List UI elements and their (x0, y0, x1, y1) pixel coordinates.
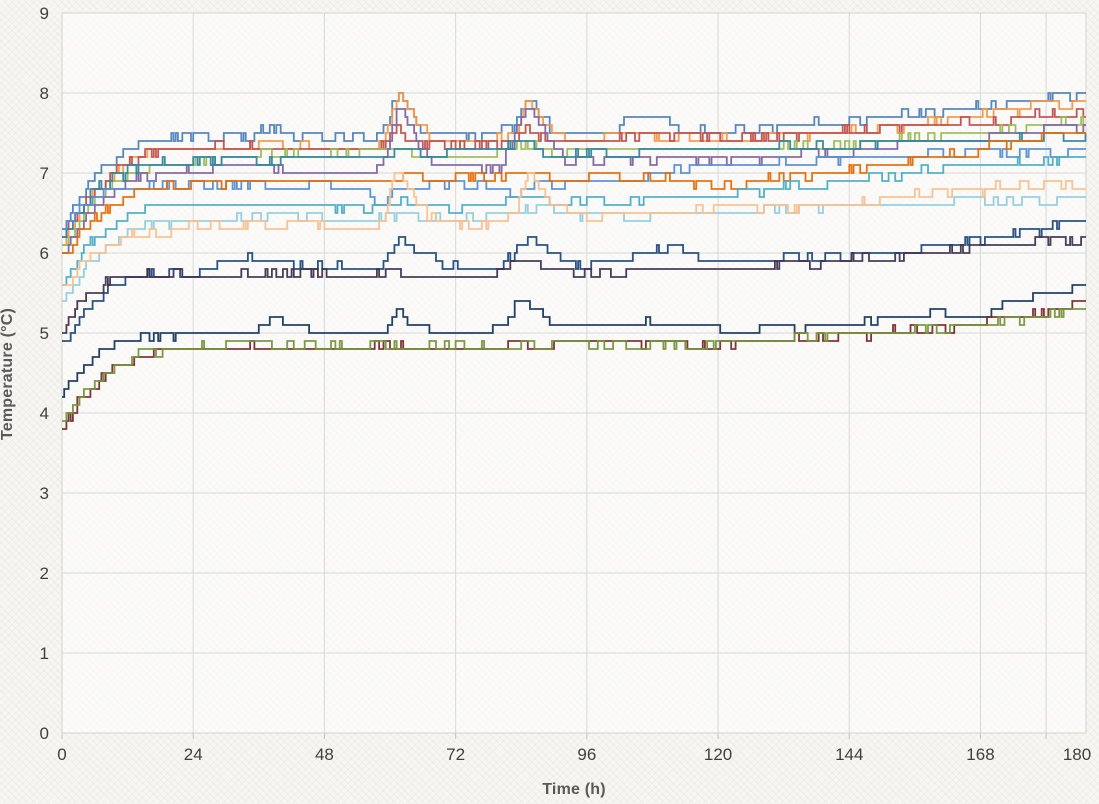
series-line-s16-olive (62, 308, 1086, 422)
y-axis-title: Temperature (°C) (0, 308, 16, 440)
y-tick-label: 7 (40, 164, 49, 183)
series-line-s6-dark-teal (62, 132, 1087, 238)
y-tick-label: 9 (40, 4, 49, 23)
series-line-s3-red (62, 108, 1086, 238)
x-tick-label: 180 (1063, 745, 1091, 764)
y-tick-label: 6 (40, 244, 49, 263)
y-tick-label: 8 (40, 84, 49, 103)
plot-area (62, 13, 1086, 733)
x-tick-label: 168 (966, 745, 994, 764)
x-tick-label: 120 (704, 745, 732, 764)
y-tick-label: 3 (40, 484, 49, 503)
series-line-s9-cyan (62, 156, 1086, 286)
series-line-s11-light-orange (62, 172, 1086, 286)
plot-border (61, 12, 1087, 734)
y-tick-label: 2 (40, 564, 49, 583)
series-line-s10-sky-blue (62, 196, 1086, 302)
x-tick-label: 96 (577, 745, 596, 764)
y-tick-label: 4 (40, 404, 49, 423)
series-line-s14-dark-navy (62, 284, 1086, 398)
series-line-s8-dark-orange (62, 132, 1086, 254)
x-tick-label: 0 (57, 745, 66, 764)
x-tick-label: 144 (835, 745, 863, 764)
x-tick-label: 24 (184, 745, 203, 764)
y-tick-label: 1 (40, 644, 49, 663)
y-tick-label: 5 (40, 324, 49, 343)
x-axis-title: Time (h) (542, 781, 606, 798)
x-tick-label: 48 (315, 745, 334, 764)
x-tick-label: 72 (446, 745, 465, 764)
series-line-s13-dark-purple (62, 236, 1086, 334)
y-tick-label: 0 (40, 724, 49, 743)
series-line-s1-blue (62, 92, 1086, 230)
